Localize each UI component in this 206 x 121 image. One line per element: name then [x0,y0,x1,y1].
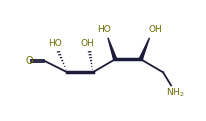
Text: OH: OH [149,25,162,34]
Text: O: O [26,56,34,66]
Polygon shape [139,38,150,59]
Text: HO: HO [97,25,111,34]
Polygon shape [108,38,117,59]
Text: OH: OH [80,39,94,48]
Text: NH$_2$: NH$_2$ [166,87,184,99]
Text: HO: HO [48,39,62,48]
